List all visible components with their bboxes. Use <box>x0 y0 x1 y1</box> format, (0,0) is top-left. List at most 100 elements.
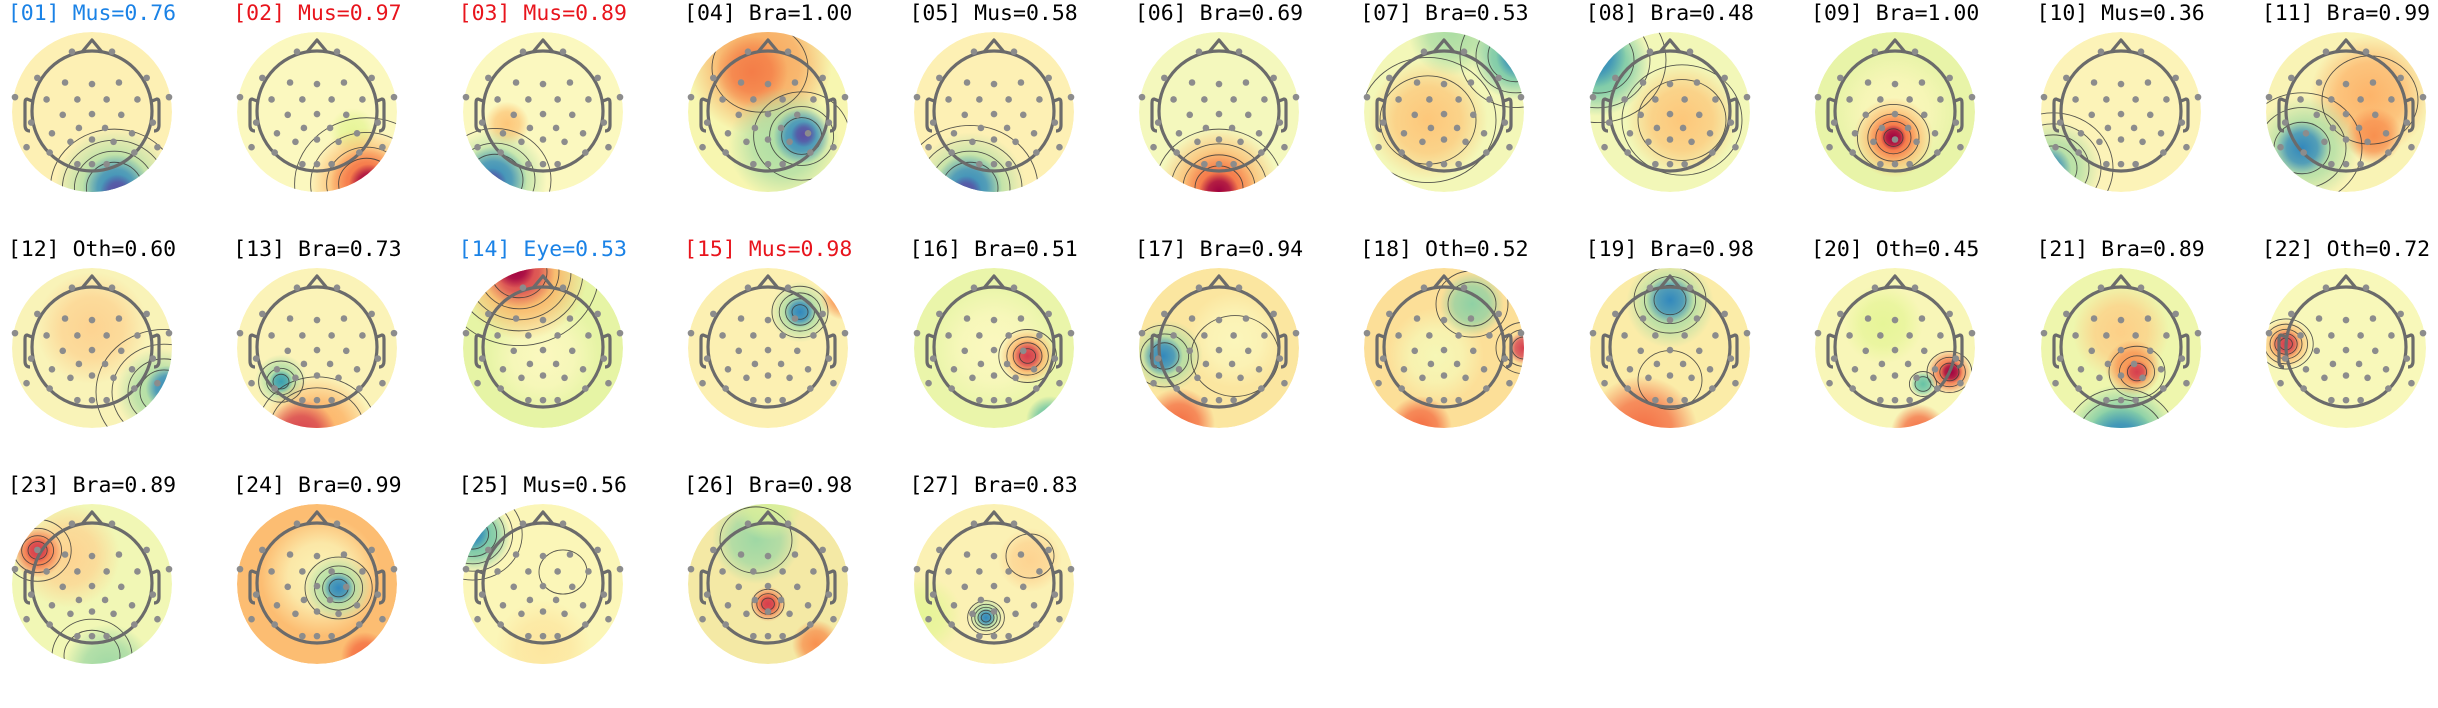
component-index: [22] <box>2262 237 2327 262</box>
component-index: [13] <box>233 237 298 262</box>
component-classification: Bra=0.94 <box>1200 237 1304 262</box>
component-index: [24] <box>233 473 298 498</box>
topomap <box>11 503 173 665</box>
component-index: [03] <box>459 1 524 26</box>
topomap <box>11 31 173 193</box>
component-classification: Bra=0.73 <box>298 237 402 262</box>
topomap <box>687 31 849 193</box>
component-index: [19] <box>1586 237 1651 262</box>
component-label: [12] Oth=0.60 <box>0 236 205 264</box>
component-index: [07] <box>1360 1 1425 26</box>
topomap <box>2265 31 2427 193</box>
component-classification: Bra=1.00 <box>749 1 853 26</box>
component-label: [09] Bra=1.00 <box>1783 0 2008 28</box>
component-panel-27[interactable]: [27] Bra=0.83 <box>881 472 1106 708</box>
component-label: [20] Oth=0.45 <box>1783 236 2008 264</box>
topomap <box>1138 267 1300 429</box>
component-panel-03[interactable]: [03] Mus=0.89 <box>430 0 655 236</box>
component-index: [23] <box>8 473 73 498</box>
component-label: [21] Bra=0.89 <box>2008 236 2233 264</box>
component-panel-10[interactable]: [10] Mus=0.36 <box>2008 0 2233 236</box>
component-panel-11[interactable]: [11] Bra=0.99 <box>2234 0 2438 236</box>
topomap <box>1138 31 1300 193</box>
component-label: [27] Bra=0.83 <box>881 472 1106 500</box>
component-panel-18[interactable]: [18] Oth=0.52 <box>1332 236 1557 472</box>
component-panel-02[interactable]: [02] Mus=0.97 <box>205 0 430 236</box>
component-index: [14] <box>459 237 524 262</box>
component-index: [26] <box>684 473 749 498</box>
component-classification: Mus=0.36 <box>2101 1 2205 26</box>
component-index: [09] <box>1811 1 1876 26</box>
topomap <box>687 267 849 429</box>
component-label: [01] Mus=0.76 <box>0 0 205 28</box>
component-panel-14[interactable]: [14] Eye=0.53 <box>430 236 655 472</box>
component-panel-25[interactable]: [25] Mus=0.56 <box>430 472 655 708</box>
component-label: [03] Mus=0.89 <box>430 0 655 28</box>
topomap <box>2265 267 2427 429</box>
component-panel-17[interactable]: [17] Bra=0.94 <box>1107 236 1332 472</box>
component-panel-07[interactable]: [07] Bra=0.53 <box>1332 0 1557 236</box>
component-label: [05] Mus=0.58 <box>881 0 1106 28</box>
topomap <box>236 503 398 665</box>
component-classification: Bra=0.48 <box>1650 1 1754 26</box>
component-index: [01] <box>8 1 73 26</box>
component-panel-22[interactable]: [22] Oth=0.72 <box>2234 236 2438 472</box>
topomap <box>1814 31 1976 193</box>
component-panel-15[interactable]: [15] Mus=0.98 <box>656 236 881 472</box>
component-classification: Mus=0.97 <box>298 1 402 26</box>
topomap <box>2040 267 2202 429</box>
component-label: [02] Mus=0.97 <box>205 0 430 28</box>
component-panel-05[interactable]: [05] Mus=0.58 <box>881 0 1106 236</box>
component-classification: Bra=0.99 <box>298 473 402 498</box>
topomap <box>2040 31 2202 193</box>
component-classification: Bra=0.98 <box>1650 237 1754 262</box>
component-panel-16[interactable]: [16] Bra=0.51 <box>881 236 1106 472</box>
component-index: [02] <box>233 1 298 26</box>
component-panel-26[interactable]: [26] Bra=0.98 <box>656 472 881 708</box>
component-index: [10] <box>2036 1 2101 26</box>
topomap <box>1363 267 1525 429</box>
component-panel-24[interactable]: [24] Bra=0.99 <box>205 472 430 708</box>
component-index: [25] <box>459 473 524 498</box>
component-classification: Bra=0.99 <box>2327 1 2431 26</box>
topomap <box>1589 31 1751 193</box>
component-label: [06] Bra=0.69 <box>1107 0 1332 28</box>
component-index: [04] <box>684 1 749 26</box>
component-classification: Mus=0.89 <box>523 1 627 26</box>
component-label: [11] Bra=0.99 <box>2234 0 2438 28</box>
component-label: [14] Eye=0.53 <box>430 236 655 264</box>
topomap <box>913 503 1075 665</box>
topomap <box>462 31 624 193</box>
component-label: [17] Bra=0.94 <box>1107 236 1332 264</box>
component-index: [17] <box>1135 237 1200 262</box>
component-classification: Mus=0.98 <box>749 237 853 262</box>
component-label: [07] Bra=0.53 <box>1332 0 1557 28</box>
component-label: [23] Bra=0.89 <box>0 472 205 500</box>
topomap <box>1814 267 1976 429</box>
component-classification: Bra=0.89 <box>73 473 177 498</box>
component-label: [26] Bra=0.98 <box>656 472 881 500</box>
component-panel-23[interactable]: [23] Bra=0.89 <box>0 472 205 708</box>
component-panel-06[interactable]: [06] Bra=0.69 <box>1107 0 1332 236</box>
component-panel-08[interactable]: [08] Bra=0.48 <box>1557 0 1782 236</box>
component-classification: Oth=0.60 <box>73 237 177 262</box>
component-classification: Oth=0.72 <box>2327 237 2431 262</box>
component-label: [19] Bra=0.98 <box>1557 236 1782 264</box>
component-panel-12[interactable]: [12] Oth=0.60 <box>0 236 205 472</box>
component-panel-21[interactable]: [21] Bra=0.89 <box>2008 236 2233 472</box>
component-classification: Mus=0.76 <box>73 1 177 26</box>
component-classification: Bra=0.83 <box>974 473 1078 498</box>
component-index: [12] <box>8 237 73 262</box>
component-label: [25] Mus=0.56 <box>430 472 655 500</box>
component-classification: Oth=0.45 <box>1876 237 1980 262</box>
component-label: [18] Oth=0.52 <box>1332 236 1557 264</box>
component-index: [27] <box>909 473 974 498</box>
component-panel-19[interactable]: [19] Bra=0.98 <box>1557 236 1782 472</box>
component-panel-04[interactable]: [04] Bra=1.00 <box>656 0 881 236</box>
component-label: [24] Bra=0.99 <box>205 472 430 500</box>
component-label: [15] Mus=0.98 <box>656 236 881 264</box>
component-panel-01[interactable]: [01] Mus=0.76 <box>0 0 205 236</box>
component-panel-20[interactable]: [20] Oth=0.45 <box>1783 236 2008 472</box>
component-panel-09[interactable]: [09] Bra=1.00 <box>1783 0 2008 236</box>
component-panel-13[interactable]: [13] Bra=0.73 <box>205 236 430 472</box>
